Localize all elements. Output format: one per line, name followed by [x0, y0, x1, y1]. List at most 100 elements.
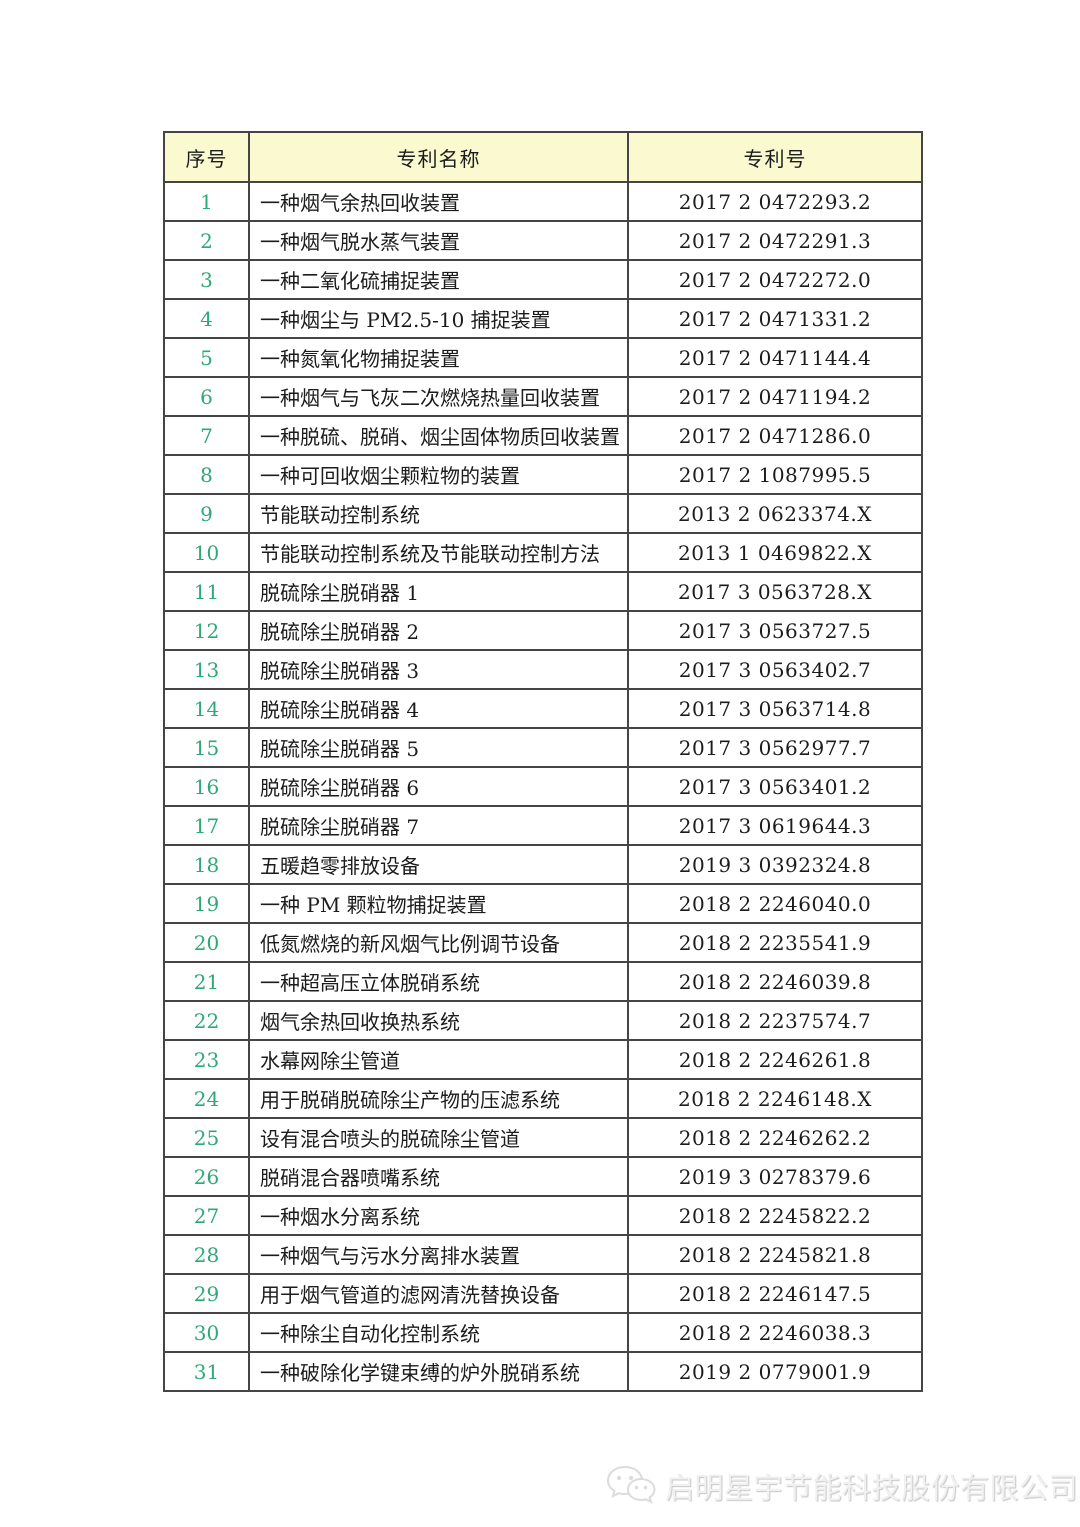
header-index: 序号: [163, 131, 250, 183]
table-row: 8 一种可回收烟尘颗粒物的装置 2017 2 1087995.5: [163, 454, 923, 495]
table-row: 22 烟气余热回收换热系统 2018 2 2237574.7: [163, 1000, 923, 1041]
table-row: 29 用于烟气管道的滤网清洗替换设备 2018 2 2246147.5: [163, 1273, 923, 1314]
table-row: 19 一种 PM 颗粒物捕捉装置 2018 2 2246040.0: [163, 883, 923, 924]
table-row: 3 一种二氧化硫捕捉装置 2017 2 0472272.0: [163, 259, 923, 300]
table-row: 27 一种烟水分离系统 2018 2 2245822.2: [163, 1195, 923, 1236]
row-index-cell: 4: [163, 298, 250, 339]
patent-name-cell: 一种超高压立体脱硝系统: [248, 961, 629, 1002]
patent-name-cell: 一种烟尘与 PM2.5-10 捕捉装置: [248, 298, 629, 339]
row-index-cell: 8: [163, 454, 250, 495]
patent-number-cell: 2017 2 0471194.2: [627, 376, 923, 417]
patent-name-cell: 一种烟气余热回收装置: [248, 181, 629, 222]
row-index-cell: 25: [163, 1117, 250, 1158]
row-index-cell: 20: [163, 922, 250, 963]
row-index-cell: 17: [163, 805, 250, 846]
patent-name-cell: 一种脱硫、脱硝、烟尘固体物质回收装置: [248, 415, 629, 456]
row-index-cell: 14: [163, 688, 250, 729]
patent-name-cell: 一种 PM 颗粒物捕捉装置: [248, 883, 629, 924]
patent-name-cell: 水幕网除尘管道: [248, 1039, 629, 1080]
patent-name-cell: 低氮燃烧的新风烟气比例调节设备: [248, 922, 629, 963]
row-index-cell: 23: [163, 1039, 250, 1080]
company-name: 启明星宇节能科技股份有限公司: [665, 1471, 1079, 1505]
patent-number-cell: 2017 2 0472291.3: [627, 220, 923, 261]
patent-number-cell: 2017 3 0563714.8: [627, 688, 923, 729]
table-row: 7 一种脱硫、脱硝、烟尘固体物质回收装置 2017 2 0471286.0: [163, 415, 923, 456]
patent-number-cell: 2017 2 0472293.2: [627, 181, 923, 222]
patent-name-cell: 脱硫除尘脱硝器 2: [248, 610, 629, 651]
patent-number-cell: 2017 3 0563727.5: [627, 610, 923, 651]
footer-watermark: 启明星宇节能科技股份有限公司: [605, 1458, 1078, 1514]
header-name: 专利名称: [248, 131, 629, 183]
patent-number-cell: 2018 2 2245822.2: [627, 1195, 923, 1236]
wechat-logo-icon: [605, 1463, 657, 1509]
patent-name-cell: 用于脱硝脱硫除尘产物的压滤系统: [248, 1078, 629, 1119]
patent-number-cell: 2017 3 0563401.2: [627, 766, 923, 807]
patent-number-cell: 2018 2 2237574.7: [627, 1000, 923, 1041]
patent-name-cell: 一种烟气与污水分离排水装置: [248, 1234, 629, 1275]
patent-name-cell: 一种烟气脱水蒸气装置: [248, 220, 629, 261]
row-index-cell: 5: [163, 337, 250, 378]
patent-number-cell: 2018 2 2246040.0: [627, 883, 923, 924]
table-row: 20 低氮燃烧的新风烟气比例调节设备 2018 2 2235541.9: [163, 922, 923, 963]
patent-number-cell: 2017 2 0471286.0: [627, 415, 923, 456]
table-row: 4 一种烟尘与 PM2.5-10 捕捉装置 2017 2 0471331.2: [163, 298, 923, 339]
patent-name-cell: 一种可回收烟尘颗粒物的装置: [248, 454, 629, 495]
table-row: 14 脱硫除尘脱硝器 4 2017 3 0563714.8: [163, 688, 923, 729]
table-row: 16 脱硫除尘脱硝器 6 2017 3 0563401.2: [163, 766, 923, 807]
row-index-cell: 11: [163, 571, 250, 612]
patent-name-cell: 一种氮氧化物捕捉装置: [248, 337, 629, 378]
patent-name-cell: 脱硫除尘脱硝器 3: [248, 649, 629, 690]
patent-number-cell: 2017 3 0562977.7: [627, 727, 923, 768]
patent-name-cell: 一种烟水分离系统: [248, 1195, 629, 1236]
patent-name-cell: 设有混合喷头的脱硫除尘管道: [248, 1117, 629, 1158]
patent-number-cell: 2019 3 0392324.8: [627, 844, 923, 885]
table-row: 2 一种烟气脱水蒸气装置 2017 2 0472291.3: [163, 220, 923, 261]
patent-number-cell: 2018 2 2245821.8: [627, 1234, 923, 1275]
patent-name-cell: 脱硫除尘脱硝器 6: [248, 766, 629, 807]
table-row: 11 脱硫除尘脱硝器 1 2017 3 0563728.X: [163, 571, 923, 612]
patent-name-cell: 脱硫除尘脱硝器 1: [248, 571, 629, 612]
patent-number-cell: 2017 2 1087995.5: [627, 454, 923, 495]
table-row: 24 用于脱硝脱硫除尘产物的压滤系统 2018 2 2246148.X: [163, 1078, 923, 1119]
row-index-cell: 26: [163, 1156, 250, 1197]
table-row: 31 一种破除化学键束缚的炉外脱硝系统 2019 2 0779001.9: [163, 1351, 923, 1392]
patent-number-cell: 2017 2 0472272.0: [627, 259, 923, 300]
patent-number-cell: 2013 2 0623374.X: [627, 493, 923, 534]
row-index-cell: 22: [163, 1000, 250, 1041]
table-header-row: 序号 专利名称 专利号: [163, 131, 923, 183]
row-index-cell: 27: [163, 1195, 250, 1236]
patent-number-cell: 2017 2 0471331.2: [627, 298, 923, 339]
table-row: 23 水幕网除尘管道 2018 2 2246261.8: [163, 1039, 923, 1080]
row-index-cell: 6: [163, 376, 250, 417]
patent-name-cell: 脱硫除尘脱硝器 7: [248, 805, 629, 846]
patent-name-cell: 脱硝混合器喷嘴系统: [248, 1156, 629, 1197]
patent-name-cell: 节能联动控制系统: [248, 493, 629, 534]
table-row: 26 脱硝混合器喷嘴系统 2019 3 0278379.6: [163, 1156, 923, 1197]
patent-number-cell: 2013 1 0469822.X: [627, 532, 923, 573]
row-index-cell: 28: [163, 1234, 250, 1275]
table-row: 28 一种烟气与污水分离排水装置 2018 2 2245821.8: [163, 1234, 923, 1275]
patent-name-cell: 五暖趋零排放设备: [248, 844, 629, 885]
row-index-cell: 3: [163, 259, 250, 300]
row-index-cell: 12: [163, 610, 250, 651]
patent-number-cell: 2018 2 2235541.9: [627, 922, 923, 963]
patent-number-cell: 2017 3 0619644.3: [627, 805, 923, 846]
table-row: 30 一种除尘自动化控制系统 2018 2 2246038.3: [163, 1312, 923, 1353]
table-row: 5 一种氮氧化物捕捉装置 2017 2 0471144.4: [163, 337, 923, 378]
patent-number-cell: 2017 2 0471144.4: [627, 337, 923, 378]
row-index-cell: 1: [163, 181, 250, 222]
patent-number-cell: 2017 3 0563402.7: [627, 649, 923, 690]
row-index-cell: 7: [163, 415, 250, 456]
patent-number-cell: 2018 2 2246148.X: [627, 1078, 923, 1119]
patent-name-cell: 脱硫除尘脱硝器 4: [248, 688, 629, 729]
row-index-cell: 18: [163, 844, 250, 885]
header-number: 专利号: [627, 131, 923, 183]
row-index-cell: 30: [163, 1312, 250, 1353]
table-row: 17 脱硫除尘脱硝器 7 2017 3 0619644.3: [163, 805, 923, 846]
patent-name-cell: 脱硫除尘脱硝器 5: [248, 727, 629, 768]
patent-number-cell: 2019 2 0779001.9: [627, 1351, 923, 1392]
patent-name-cell: 节能联动控制系统及节能联动控制方法: [248, 532, 629, 573]
row-index-cell: 21: [163, 961, 250, 1002]
table-row: 13 脱硫除尘脱硝器 3 2017 3 0563402.7: [163, 649, 923, 690]
row-index-cell: 16: [163, 766, 250, 807]
